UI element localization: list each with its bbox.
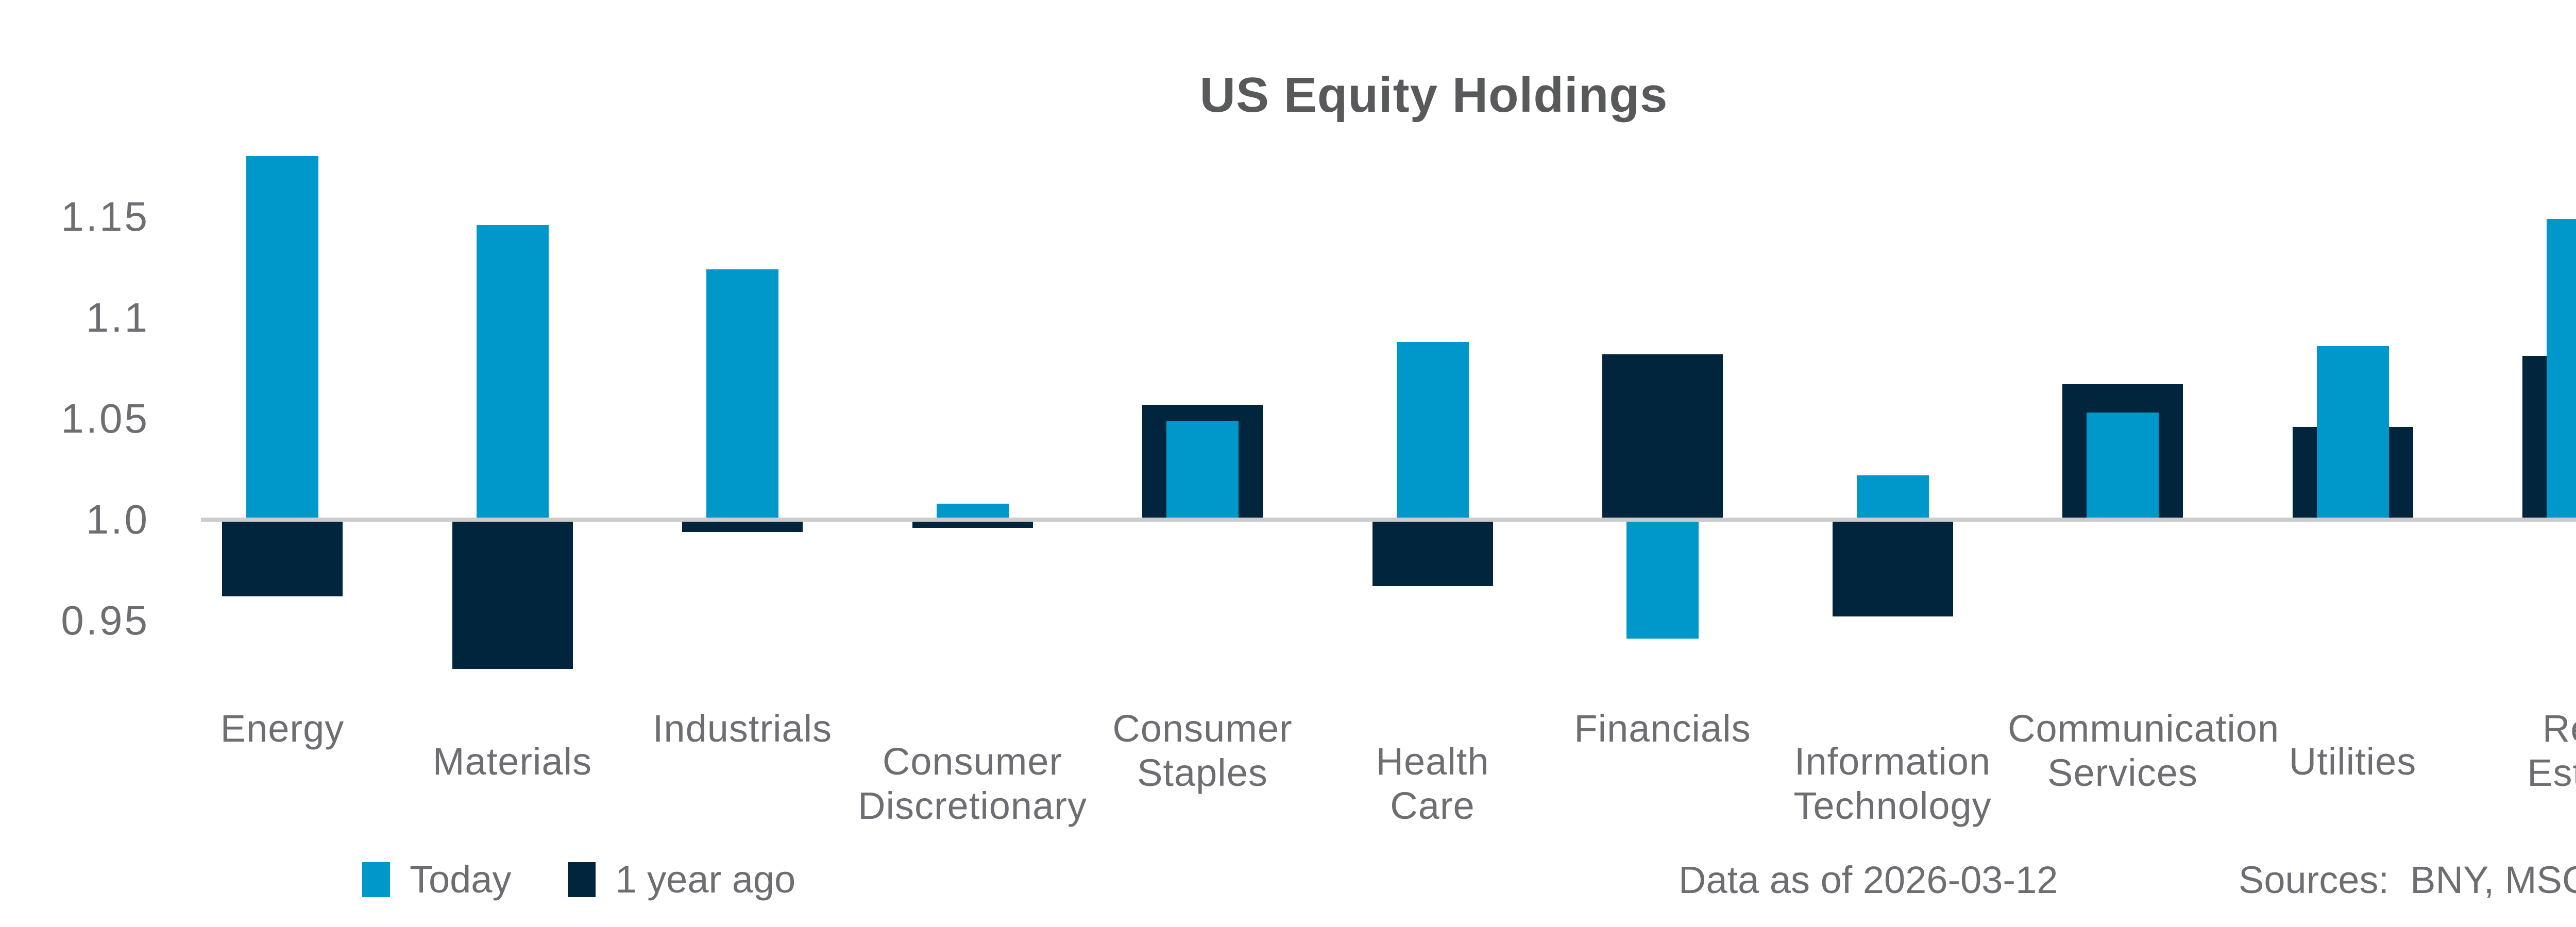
bar-today-consumer-discretionary — [936, 503, 1009, 520]
bar-today-financials — [1626, 520, 1699, 639]
legend-label: Today — [410, 858, 512, 901]
x-category-label-consumer-staples: Consumer Staples — [1088, 707, 1317, 795]
x-category-label-financials: Financials — [1548, 707, 1777, 751]
bar-1-year-ago-information-technology — [1832, 520, 1953, 617]
bar-1-year-ago-industrials — [682, 520, 803, 532]
bar-today-energy — [246, 156, 318, 520]
category-label-line: Technology — [1793, 784, 1992, 827]
category-label-line: Materials — [432, 740, 592, 783]
category-label-line: Utilities — [2289, 740, 2417, 783]
category-label-line: Information — [1794, 740, 1991, 783]
legend-swatch-1-year-ago — [568, 862, 596, 897]
category-label-line: Discretionary — [858, 784, 1087, 827]
bar-1-year-ago-health-care — [1372, 520, 1493, 587]
x-category-label-utilities: Utilities — [2238, 740, 2468, 784]
legend: Today 1 year ago — [362, 858, 852, 901]
bar-today-consumer-staples — [1166, 420, 1239, 520]
category-label-line: Staples — [1137, 751, 1268, 794]
legend-swatch-today — [362, 862, 390, 897]
category-label-line: Services — [2047, 751, 2198, 794]
x-category-label-energy: Energy — [167, 707, 397, 751]
data-as-of-note: Data as of 2026-03-12 — [1679, 859, 2058, 901]
bar-1-year-ago-materials — [452, 520, 573, 670]
x-category-label-health-care: Health Care — [1318, 740, 1548, 828]
bar-today-utilities — [2316, 346, 2389, 520]
category-label-line: Industrials — [652, 707, 833, 750]
x-category-label-information-technology: Information Technology — [1778, 740, 2008, 828]
x-category-label-real-estate: RealEstate — [2468, 707, 2576, 795]
bar-today-information-technology — [1856, 475, 1929, 520]
bar-today-industrials — [706, 269, 778, 520]
x-category-label-materials: Materials — [398, 740, 628, 784]
sources-note: Sources: BNY, MSCI — [2239, 859, 2576, 901]
bar-today-health-care — [1396, 342, 1469, 520]
legend-item-1-year-ago: 1 year ago — [568, 858, 796, 901]
y-tick-label-1.05: 1.05 — [61, 396, 149, 441]
category-label-line: Consumer — [882, 740, 1063, 783]
bar-1-year-ago-financials — [1602, 354, 1723, 520]
y-tick-label-1.1: 1.1 — [86, 295, 149, 340]
x-category-label-communication-services: Communication Services — [2008, 707, 2280, 795]
bar-today-communication-services — [2087, 413, 2159, 520]
category-label-line: Health — [1376, 740, 1489, 783]
y-tick-label-1.0: 1.0 — [86, 496, 149, 542]
x-category-label-industrials: Industrials — [628, 707, 857, 751]
bar-today-materials — [476, 225, 549, 520]
chart-title: US Equity Holdings — [1199, 67, 1668, 123]
legend-label: 1 year ago — [615, 858, 796, 901]
category-label-line: Financials — [1574, 707, 1751, 750]
y-tick-label-0.95: 0.95 — [61, 597, 149, 643]
category-label-line: Consumer — [1112, 707, 1293, 750]
category-label-line: Communication — [2008, 707, 2280, 750]
category-label-line: Estate — [2527, 751, 2576, 794]
bar-1-year-ago-energy — [222, 520, 343, 596]
category-label-line: Real — [2542, 707, 2576, 750]
category-label-line: Energy — [220, 707, 345, 750]
baseline-1-0 — [201, 518, 2576, 522]
bar-today-real-estate — [2547, 218, 2576, 520]
x-category-label-consumer-discretionary: Consumer Discretionary — [858, 740, 1088, 828]
category-label-line: Care — [1390, 784, 1475, 827]
y-tick-label-1.15: 1.15 — [61, 194, 149, 239]
legend-item-today: Today — [362, 858, 512, 901]
